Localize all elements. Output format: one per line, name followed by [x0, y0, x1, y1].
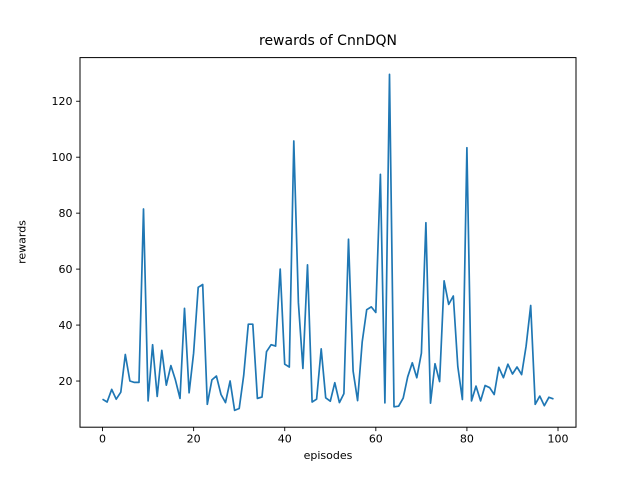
x-tick-label: 20 — [187, 433, 201, 446]
y-tick-label: 60 — [59, 263, 73, 276]
x-axis-ticks: 0 20 40 60 80 100 — [99, 427, 569, 446]
reward-line-series — [102, 73, 554, 412]
x-tick-label: 60 — [369, 433, 383, 446]
x-tick-label: 40 — [278, 433, 292, 446]
x-tick-label: 0 — [99, 433, 106, 446]
y-tick-label: 100 — [52, 151, 73, 164]
y-axis-ticks: 20 40 60 80 100 120 — [52, 95, 80, 388]
y-tick-label: 40 — [59, 319, 73, 332]
chart-title: rewards of CnnDQN — [259, 33, 397, 49]
axes-spines — [79, 57, 577, 428]
x-tick-label: 100 — [548, 433, 569, 446]
y-tick-label: 80 — [59, 207, 73, 220]
y-tick-label: 120 — [52, 95, 73, 108]
x-axis-label: episodes — [303, 449, 353, 462]
y-axis-label: rewards — [15, 220, 29, 264]
x-tick-label: 80 — [460, 433, 474, 446]
y-tick-label: 20 — [59, 375, 73, 388]
